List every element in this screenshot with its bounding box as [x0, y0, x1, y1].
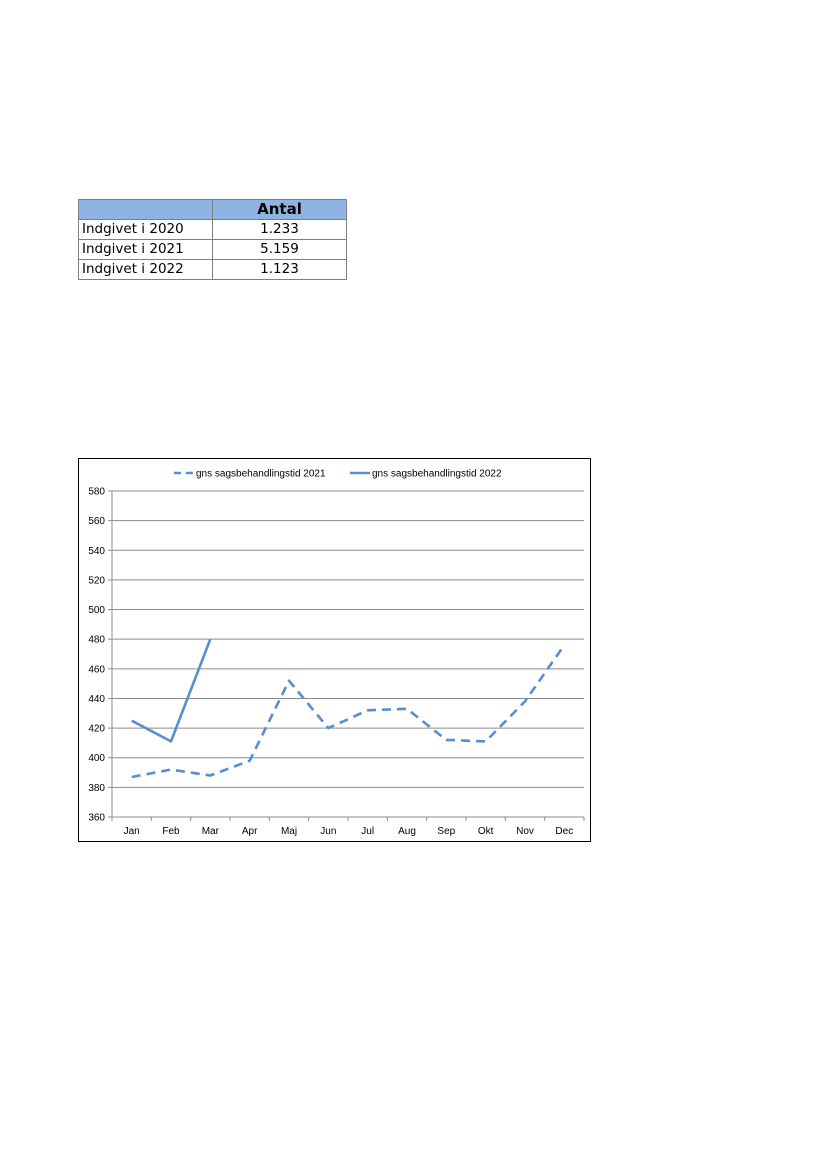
- table-row: Indgivet i 2022 1.123: [78, 259, 347, 280]
- summary-table: Antal Indgivet i 2020 1.233 Indgivet i 2…: [78, 199, 347, 280]
- x-tick-label: Dec: [555, 826, 573, 837]
- x-tick-label: Sep: [437, 826, 455, 837]
- y-tick-label: 400: [88, 753, 105, 764]
- y-tick-label: 540: [88, 546, 105, 557]
- series-line-2: [131, 638, 212, 743]
- line-chart: 360 380 400 420 440 460 480 500 520 540 560 580 Jan F…: [78, 458, 591, 842]
- table-row: Indgivet i 2021 5.159: [78, 239, 347, 260]
- y-tick-label: 520: [88, 575, 105, 586]
- y-tick-label: 560: [88, 516, 105, 527]
- chart-canvas: 360 380 400 420 440 460 480 500 520 540 560 580 Jan F…: [88, 469, 585, 837]
- header-blank-cell: [78, 199, 213, 220]
- row-label: Indgivet i 2020: [78, 219, 213, 240]
- x-tick-label: Jun: [320, 826, 336, 837]
- row-value: 1.123: [212, 259, 347, 280]
- row-value: 5.159: [212, 239, 347, 260]
- legend-label-1: gns sagsbehandlingstid 2021: [196, 469, 326, 480]
- y-tick-label: 440: [88, 694, 105, 705]
- x-tick-label: Okt: [478, 826, 494, 837]
- row-value: 1.233: [212, 219, 347, 240]
- y-tick-label: 580: [88, 487, 105, 498]
- row-label: Indgivet i 2022: [78, 259, 213, 280]
- y-tick-label: 460: [88, 664, 105, 675]
- y-tick-label: 500: [88, 605, 105, 616]
- row-label: Indgivet i 2021: [78, 239, 213, 260]
- x-tick-label: Jan: [124, 826, 140, 837]
- table-header-row: Antal: [78, 199, 347, 220]
- y-tick-label: 380: [88, 783, 105, 794]
- x-tick-label: Nov: [516, 826, 534, 837]
- x-tick-label: Maj: [281, 826, 297, 837]
- table-row: Indgivet i 2020 1.233: [78, 219, 347, 240]
- y-tick-label: 360: [88, 813, 105, 824]
- legend-label-2: gns sagsbehandlingstid 2022: [372, 469, 502, 480]
- y-tick-label: 420: [88, 724, 105, 735]
- x-tick-label: Mar: [202, 826, 220, 837]
- x-tick-label: Aug: [398, 826, 416, 837]
- x-tick-label: Apr: [242, 826, 258, 837]
- x-tick-label: Jul: [361, 826, 374, 837]
- series-line-1: [131, 644, 566, 779]
- x-tick-label: Feb: [162, 826, 180, 837]
- y-tick-label: 480: [88, 635, 105, 646]
- header-antal: Antal: [212, 199, 347, 220]
